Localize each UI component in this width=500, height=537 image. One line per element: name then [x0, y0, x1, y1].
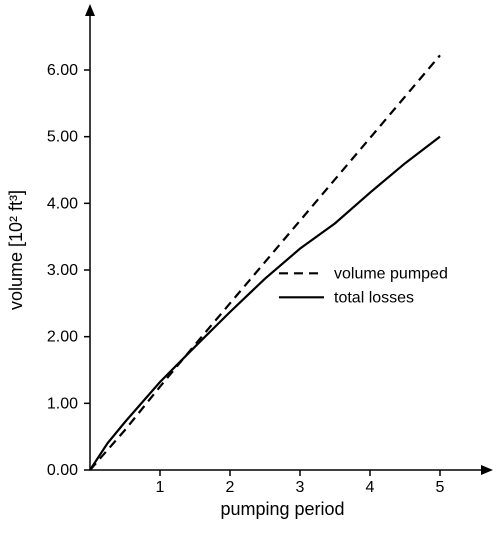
- y-axis-arrow: [85, 4, 95, 16]
- volume-chart: 0.00 1.00 2.00 3.00 4.00 5.00 6.00 1 2 3 4 5 pumping…: [0, 0, 500, 537]
- chart-svg: 0.00 1.00 2.00 3.00 4.00 5.00 6.00 1 2 3 4 5 pumping…: [0, 0, 500, 537]
- y-tick-label: 5.00: [47, 129, 78, 146]
- y-axis-title: volume [10² ft³]: [6, 190, 26, 310]
- x-tick-label: 4: [366, 479, 375, 496]
- x-axis-title: pumping period: [220, 499, 344, 519]
- y-tick-label: 3.00: [47, 262, 78, 279]
- y-tick-label: 0.00: [47, 462, 78, 479]
- x-axis-arrow: [481, 465, 493, 475]
- y-tick-label: 1.00: [47, 395, 78, 412]
- y-tick-label: 2.00: [47, 329, 78, 346]
- legend-label-1: total losses: [334, 289, 414, 306]
- x-tick-label: 5: [436, 479, 445, 496]
- x-tick-label: 2: [226, 479, 235, 496]
- legend-label-0: volume pumped: [334, 265, 448, 282]
- y-tick-label: 4.00: [47, 195, 78, 212]
- x-tick-label: 1: [156, 479, 165, 496]
- series-volume-pumped: [90, 55, 440, 470]
- y-tick-label: 6.00: [47, 62, 78, 79]
- x-tick-label: 3: [296, 479, 305, 496]
